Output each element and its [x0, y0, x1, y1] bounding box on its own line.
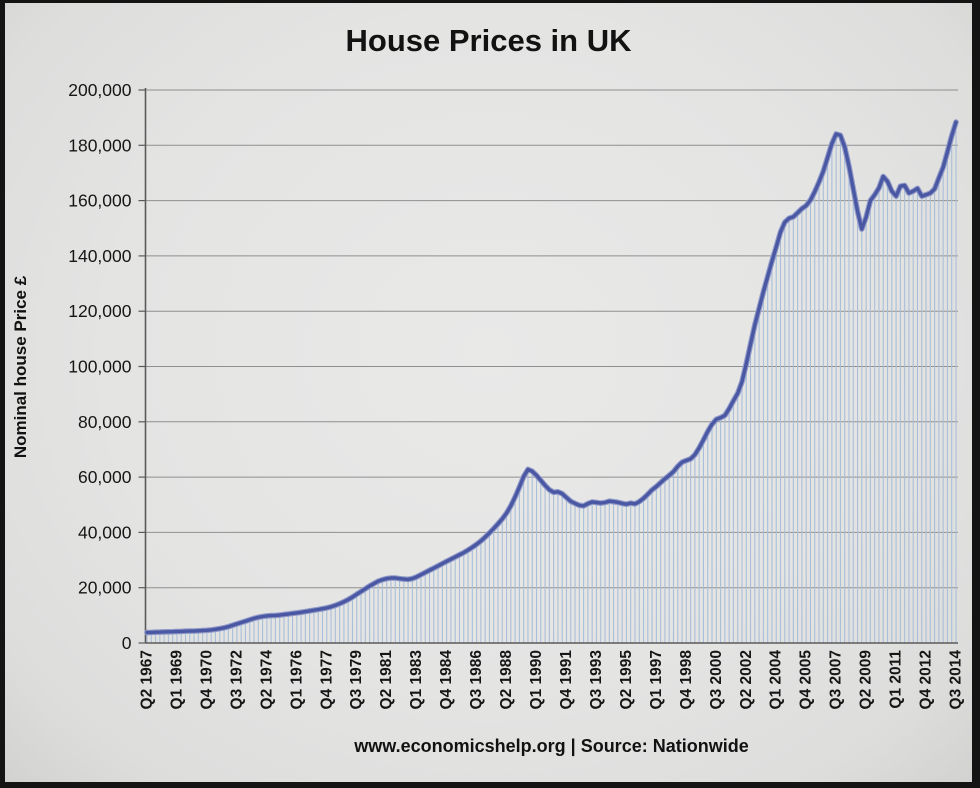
y-tick-label: 40,000 [78, 522, 132, 542]
x-tick-label: Q3 1993 [588, 650, 605, 710]
chart-plot-area: 0 20,000 40,000 60,000 80,000 100,000 120,000 1… [68, 80, 965, 710]
x-tick-label: Q1 1990 [528, 650, 545, 709]
x-tick-label: Q3 1979 [348, 650, 365, 710]
y-gridlines [145, 89, 958, 589]
y-tick-label: 80,000 [78, 412, 132, 432]
x-tick-label: Q1 1983 [408, 650, 425, 710]
x-tick-label: Q2 1974 [258, 650, 275, 710]
price-line-core [145, 120, 958, 635]
price-line-edge [144, 119, 959, 636]
y-tick-label: 180,000 [68, 135, 132, 155]
x-tick-labels: Q2 1967 Q1 1969 Q4 1970 Q3 1972 Q2 1974 Q1 19… [139, 650, 965, 710]
x-tick-label: Q1 1976 [288, 650, 305, 710]
chart-canvas: House Prices in UK Nominal house Price £… [5, 3, 972, 782]
y-tick-label: 120,000 [68, 301, 132, 321]
x-tick-label: Q2 2002 [738, 650, 755, 709]
x-tick-label: Q1 2011 [888, 650, 905, 709]
x-tick-label: Q4 2005 [798, 650, 815, 710]
x-tick-label: Q3 2007 [828, 650, 845, 709]
x-tick-label: Q3 2014 [948, 650, 965, 710]
y-tick-label: 20,000 [78, 578, 132, 598]
x-tick-label: Q3 1972 [228, 650, 245, 709]
x-tick-label: Q4 1977 [318, 650, 335, 709]
y-tick-label: 140,000 [68, 246, 132, 266]
x-tick-label: Q2 1967 [139, 650, 156, 709]
x-tick-label: Q2 1995 [618, 650, 635, 710]
x-tick-label: Q1 1969 [169, 650, 186, 710]
y-tick-labels: 0 20,000 40,000 60,000 80,000 100,000 120,000 1… [68, 80, 132, 653]
x-tick-label: Q4 1970 [198, 650, 215, 709]
x-tick-label: Q4 1984 [438, 650, 455, 710]
y-tick-label: 60,000 [78, 467, 132, 487]
x-tick-label: Q1 1997 [648, 650, 665, 709]
axes [138, 88, 958, 644]
x-tick-label: Q4 1991 [558, 650, 575, 710]
x-tick-label: Q1 2004 [768, 650, 785, 710]
source-attribution: www.economicshelp.org | Source: Nationwi… [354, 736, 749, 756]
x-tick-label: Q3 2000 [708, 650, 725, 709]
x-tick-label: Q2 1981 [378, 650, 395, 710]
x-tick-label: Q4 1998 [678, 650, 695, 710]
x-tick-label: Q3 1986 [468, 650, 485, 710]
x-tick-label: Q2 1988 [498, 650, 515, 710]
x-tick-label: Q4 2012 [918, 650, 935, 709]
y-tick-label: 160,000 [68, 191, 132, 211]
y-tick-label: 0 [122, 633, 132, 653]
y-tick-label: 200,000 [68, 80, 132, 100]
price-line [144, 119, 959, 636]
y-tick-label: 100,000 [68, 357, 132, 377]
drop-lines [146, 122, 957, 643]
x-tick-label: Q2 2009 [858, 650, 875, 710]
chart-title: House Prices in UK [345, 23, 632, 58]
